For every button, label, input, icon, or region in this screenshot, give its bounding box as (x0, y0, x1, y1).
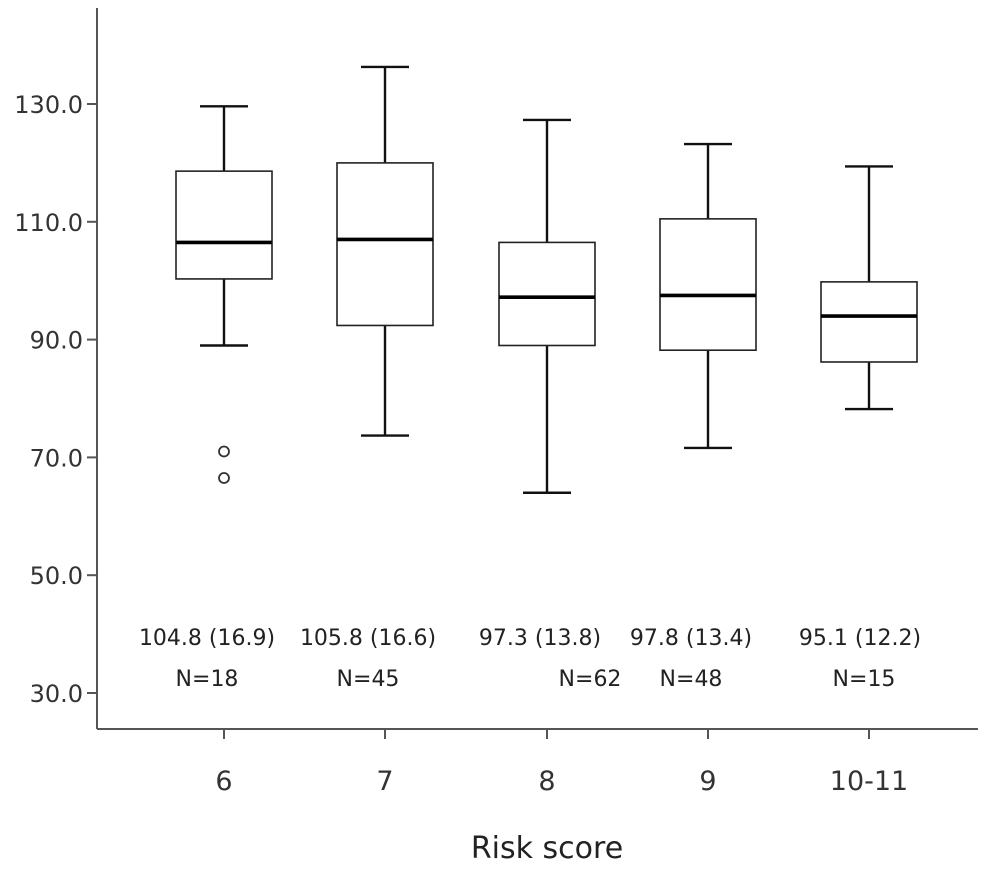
outlier-point (218, 445, 230, 458)
y-tick-label: 90.0 (30, 327, 83, 355)
box-group-7 (336, 65, 434, 437)
y-tick-label: 50.0 (30, 562, 83, 590)
n-count-label: N=48 (660, 667, 723, 692)
boxes-layer (175, 65, 918, 494)
iqr-box (498, 241, 596, 347)
box-group-9 (659, 142, 757, 450)
mean-sd-label: 95.1 (12.2) (799, 626, 921, 651)
x-tick-label: 9 (699, 766, 716, 797)
mean-sd-label: 97.3 (13.8) (479, 626, 601, 651)
mean-sd-label: 104.8 (16.9) (139, 626, 275, 651)
box-group-8 (498, 118, 596, 494)
mean-sd-label: 105.8 (16.6) (300, 626, 436, 651)
box-group-6 (175, 105, 273, 484)
n-count-label: N=18 (176, 667, 239, 692)
iqr-box (659, 218, 757, 352)
box-group-10-11 (820, 165, 918, 411)
n-count-label: N=45 (337, 667, 400, 692)
iqr-box (336, 162, 434, 327)
y-tick-label: 130.0 (14, 91, 83, 119)
axes-layer: 30.0 50.0 70.0 90.0 110.0 130.0 6 7 8 9 10-11 (14, 8, 978, 797)
n-count-label: N=15 (833, 667, 896, 692)
mean-sd-label: 97.8 (13.4) (630, 626, 752, 651)
outlier-point (218, 472, 230, 484)
iqr-box (175, 170, 273, 280)
x-tick-label: 8 (538, 766, 555, 797)
y-tick-label: 30.0 (30, 680, 83, 708)
x-tick-label: 7 (376, 766, 393, 797)
x-axis-title: Risk score (471, 831, 623, 866)
iqr-box (820, 281, 918, 363)
x-tick-label: 6 (215, 766, 232, 797)
stat-labels-layer: 104.8 (16.9) N=18 105.8 (16.6) N=45 97.3 (13… (139, 626, 921, 692)
y-tick-label: 70.0 (30, 444, 83, 472)
x-tick-label: 10-11 (830, 766, 908, 797)
y-tick-label: 110.0 (14, 209, 83, 237)
n-count-label: N=62 (559, 667, 622, 692)
